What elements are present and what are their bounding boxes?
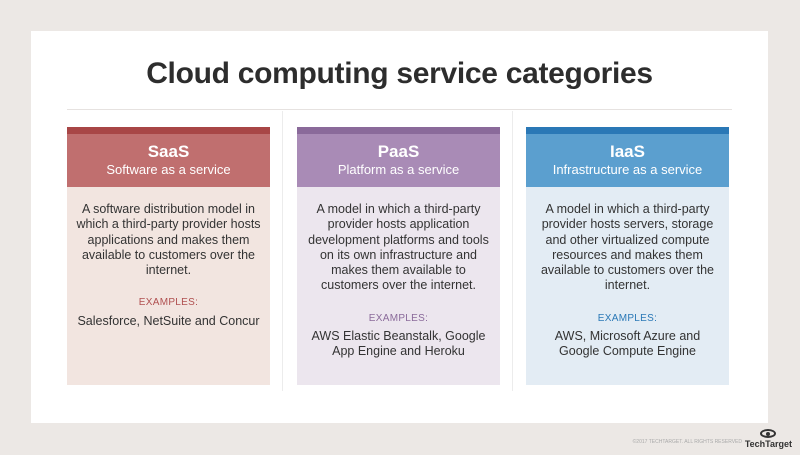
column-body: A model in which a third-party provider … [526, 187, 729, 385]
page-title: Cloud computing service categories [146, 57, 653, 90]
examples: AWS Elastic Beanstalk, Google App Engine… [311, 329, 486, 359]
color-strip [67, 127, 270, 134]
divider [512, 111, 513, 391]
examples-label: EXAMPLES: [597, 312, 658, 324]
examples-label: EXAMPLES: [368, 312, 429, 324]
category-subtitle: Infrastructure as a service [552, 162, 703, 177]
column-header: IaaS Infrastructure as a service [526, 134, 729, 187]
description: A software distribution model in which a… [76, 202, 261, 278]
divider [282, 111, 283, 391]
divider [67, 109, 732, 110]
column-iaas: IaaS Infrastructure as a service A model… [526, 127, 729, 385]
color-strip [297, 127, 500, 134]
examples-label: EXAMPLES: [138, 297, 199, 309]
color-strip [526, 127, 729, 134]
column-body: A model in which a third-party provider … [297, 187, 500, 385]
column-header: SaaS Software as a service [67, 134, 270, 187]
infographic-card: Cloud computing service categories SaaS … [31, 31, 768, 423]
techtarget-logo: TechTarget [745, 429, 792, 449]
examples: Salesforce, NetSuite and Concur [77, 313, 260, 328]
category-name: PaaS [377, 142, 420, 161]
examples: AWS, Microsoft Azure and Google Compute … [554, 329, 701, 359]
description: A model in which a third-party provider … [308, 202, 489, 293]
eye-icon [760, 429, 777, 438]
copyright: ©2017 TECHTARGET. ALL RIGHTS RESERVED [632, 439, 742, 445]
category-subtitle: Software as a service [106, 162, 231, 177]
category-name: SaaS [147, 142, 190, 161]
category-subtitle: Platform as a service [337, 162, 460, 177]
category-name: IaaS [610, 142, 645, 161]
column-paas: PaaS Platform as a service A model in wh… [297, 127, 500, 385]
description: A model in which a third-party provider … [540, 202, 714, 293]
column-saas: SaaS Software as a service A software di… [67, 127, 270, 385]
column-header: PaaS Platform as a service [297, 134, 500, 187]
logo-text: TechTarget [744, 439, 792, 449]
column-body: A software distribution model in which a… [67, 187, 270, 385]
